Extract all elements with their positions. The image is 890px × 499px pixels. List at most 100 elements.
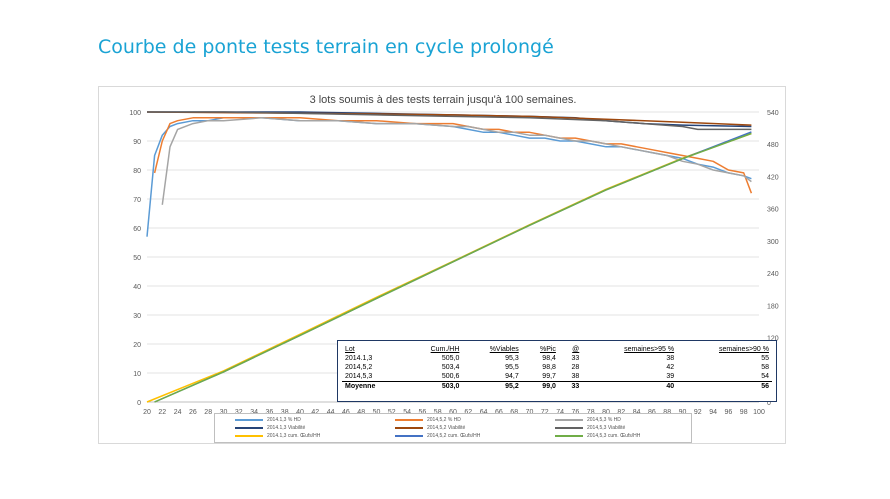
legend-item: 2014,5,2 % HD: [395, 417, 461, 423]
legend-item: 2014.1,3 Viabilité: [235, 425, 305, 431]
x-tick-label: 100: [753, 409, 765, 416]
stats-cell: 503,4: [441, 364, 460, 371]
y-left-tick-label: 60: [133, 226, 141, 233]
series-line: [154, 132, 752, 403]
x-tick-label: 50: [373, 409, 381, 416]
slide-title: Courbe de ponte tests terrain en cycle p…: [98, 36, 554, 58]
x-tick-label: 80: [602, 409, 610, 416]
x-tick-label: 42: [311, 409, 319, 416]
legend-item: 2014,5,3 cum. Œufs/HH: [555, 433, 640, 439]
y-left-tick-label: 90: [133, 139, 141, 146]
chart-frame: 3 lots soumis à des tests terrain jusqu'…: [98, 86, 786, 444]
x-tick-label: 46: [342, 409, 350, 416]
x-tick-label: 94: [709, 409, 717, 416]
y-right-tick-label: 360: [767, 207, 779, 214]
legend-swatch: [555, 427, 583, 429]
stats-cell: 95,5: [505, 364, 519, 371]
stats-cell: 58: [761, 364, 769, 371]
y-left-tick-label: 80: [133, 168, 141, 175]
stats-cell: 500,6: [441, 373, 460, 380]
y-left-tick-label: 0: [137, 400, 141, 407]
legend-swatch: [395, 427, 423, 429]
legend-label: 2014.1,3 % HD: [267, 417, 301, 423]
stats-cell: 39: [666, 373, 675, 380]
stats-cell: 2014,5,3: [345, 373, 373, 380]
x-tick-label: 86: [648, 409, 656, 416]
x-tick-label: 34: [250, 409, 258, 416]
stats-header: semaines>95 %: [624, 346, 675, 353]
legend-label: 2014,5,3 % HD: [587, 417, 621, 423]
stats-cell: 99,0: [521, 381, 559, 391]
stats-header: Lot: [345, 346, 355, 353]
legend-item: 2014.1,3 % HD: [235, 417, 301, 423]
x-tick-label: 62: [464, 409, 472, 416]
y-left-tick-label: 10: [133, 371, 141, 378]
stats-cell: 503,0: [403, 381, 463, 391]
stats-header-row: Lot Cum./HH %Viables %Pic @ semaines>95 …: [342, 345, 772, 354]
chart-title: 3 lots soumis à des tests terrain jusqu'…: [309, 94, 577, 106]
stats-cell: 56: [677, 381, 772, 391]
x-tick-label: 82: [617, 409, 625, 416]
legend-item: 2014.1,3 cum. Œufs/HH: [235, 433, 320, 439]
legend-swatch: [235, 427, 263, 429]
x-tick-label: 24: [174, 409, 182, 416]
x-tick-label: 40: [296, 409, 304, 416]
x-tick-label: 22: [158, 409, 166, 416]
stats-cell: Moyenne: [342, 381, 404, 391]
x-tick-label: 58: [434, 409, 442, 416]
stats-header: %Pic: [539, 346, 556, 353]
legend-label: 2014,5,2 % HD: [427, 417, 461, 423]
legend-swatch: [235, 435, 263, 437]
x-tick-label: 30: [220, 409, 228, 416]
y-right-tick-label: 420: [767, 174, 779, 181]
legend-label: 2014,5,2 Viabilité: [427, 425, 466, 431]
stats-cell: 33: [558, 381, 583, 391]
stats-cell: 38: [571, 373, 580, 380]
stats-cell: 54: [761, 373, 769, 380]
x-tick-label: 54: [403, 409, 411, 416]
x-tick-label: 28: [204, 409, 212, 416]
chart-legend: 2014.1,3 % HD 2014,5,2 % HD 2014,5,3 % HD 2…: [214, 413, 692, 443]
stats-cell: 40: [582, 381, 678, 391]
series-line: [146, 117, 752, 237]
legend-label: 2014,5,2 cum. Œufs/HH: [427, 433, 481, 439]
y-left-tick-label: 50: [133, 255, 141, 262]
x-tick-label: 98: [740, 409, 748, 416]
y-right-tick-label: 240: [767, 271, 779, 278]
x-tick-label: 90: [679, 409, 687, 416]
x-tick-label: 60: [449, 409, 457, 416]
legend-item: 2014,5,2 Viabilité: [395, 425, 465, 431]
x-tick-label: 38: [281, 409, 289, 416]
x-tick-label: 92: [694, 409, 702, 416]
x-tick-label: 68: [510, 409, 518, 416]
stats-cell: 505,0: [441, 355, 460, 362]
y-right-tick-label: 120: [767, 336, 779, 343]
stats-header: Cum./HH: [430, 346, 460, 353]
y-left-tick-label: 70: [133, 197, 141, 204]
stats-cell: 98,4: [542, 355, 556, 362]
x-tick-label: 48: [357, 409, 365, 416]
series-line: [147, 111, 752, 131]
stats-cell: 95,2: [462, 381, 522, 391]
x-tick-label: 36: [266, 409, 274, 416]
y-right-tick-label: 300: [767, 239, 779, 246]
stats-cell: 98,8: [542, 364, 556, 371]
stats-row: 2014,5,3 500,6 94,7 99,7 38 39 54: [342, 372, 772, 382]
x-tick-label: 88: [663, 409, 671, 416]
stats-cell: 2014,5,2: [345, 364, 373, 371]
legend-item: 2014,5,3 % HD: [555, 417, 621, 423]
series-line: [161, 117, 752, 205]
y-right-tick-label: 0: [767, 400, 771, 407]
y-left-tick-label: 30: [133, 313, 141, 320]
stats-cell: 28: [571, 364, 580, 371]
legend-label: 2014.1,3 cum. Œufs/HH: [267, 433, 321, 439]
stats-cell: 55: [761, 355, 769, 362]
stats-cell: 95,3: [505, 355, 519, 362]
x-tick-label: 76: [572, 409, 580, 416]
y-left-tick-label: 20: [133, 342, 141, 349]
y-left-tick-label: 100: [129, 110, 141, 117]
x-tick-label: 56: [419, 409, 427, 416]
legend-swatch: [555, 435, 583, 437]
y-right-tick-label: 480: [767, 142, 779, 149]
y-right-tick-label: 180: [767, 303, 779, 310]
